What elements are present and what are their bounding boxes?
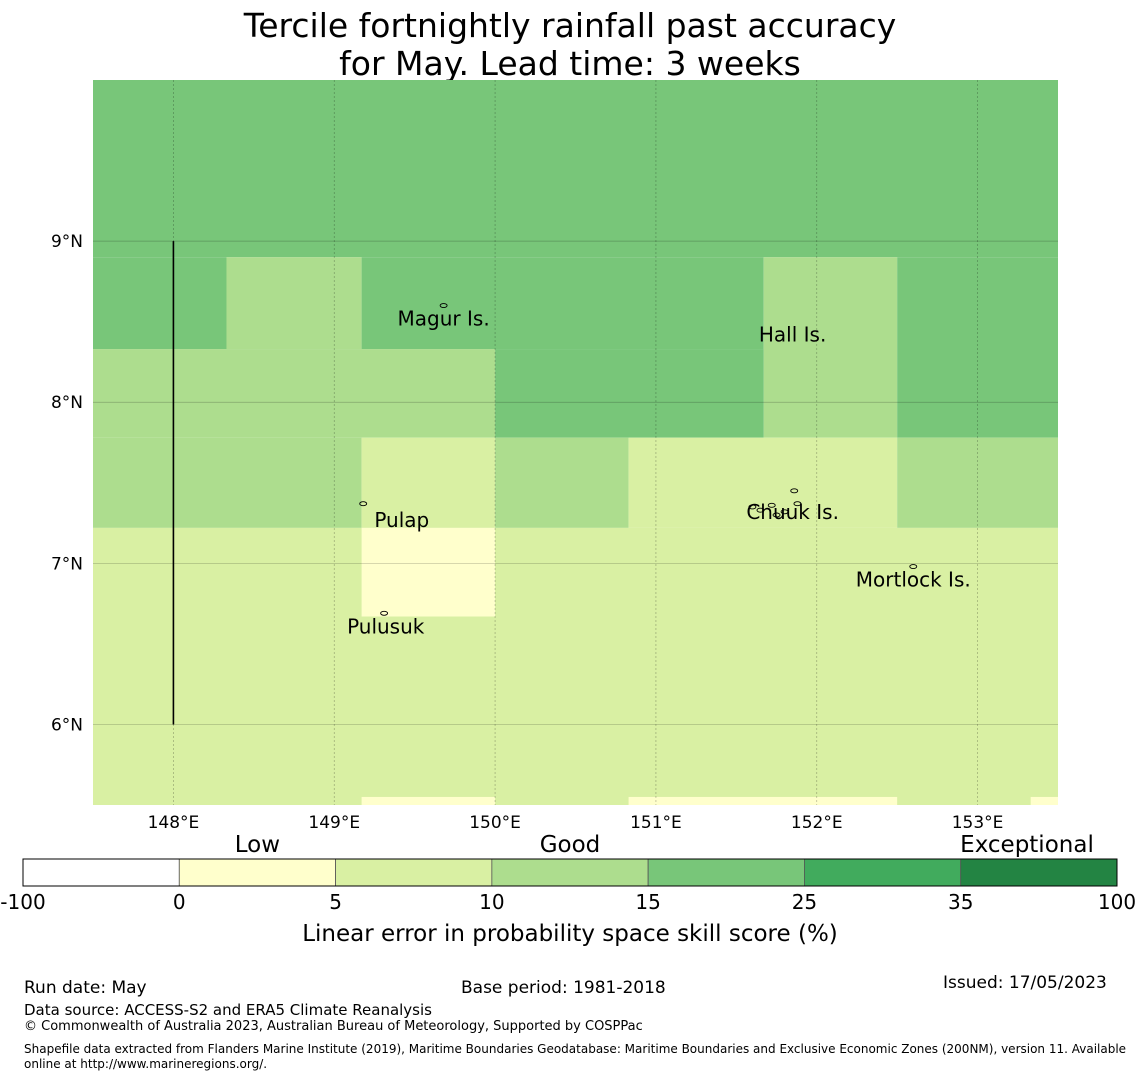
- data-source: Data source: ACCESS-S2 and ERA5 Climate …: [24, 1001, 432, 1019]
- skill-cell-17: [1030, 796, 1058, 805]
- lon-tick-label: 152°E: [791, 813, 843, 833]
- colorbar-tick-label: -100: [0, 890, 45, 914]
- island-outline: [790, 488, 799, 494]
- colorbar-swatch: [178, 858, 336, 887]
- skill-cell-16: [628, 796, 898, 805]
- lat-tick-label: 9°N: [51, 232, 83, 252]
- lon-tick-label: 148°E: [148, 813, 200, 833]
- colorbar-swatch: [22, 858, 180, 887]
- colorbar-tick-label: 25: [792, 890, 817, 914]
- graticule: [93, 80, 1058, 805]
- axis-tick-labels: 148°E 149°E 150°E 151°E 152°E 153°E 9°N 8°N 7°N 6…: [51, 232, 1003, 833]
- island-outline: [380, 610, 389, 616]
- map-title-line-2: for May. Lead time: 3 weeks: [339, 44, 801, 83]
- skill-cell-0: [93, 80, 1058, 258]
- colorbar-tick-label: 35: [948, 890, 973, 914]
- island-outline: [359, 501, 368, 507]
- colorbar-category-label: Exceptional: [960, 832, 1094, 858]
- skill-cell-4: [763, 257, 898, 438]
- skill-cell-12: [897, 437, 1058, 528]
- skill-cell-11: [628, 437, 898, 528]
- colorbar-swatch: [335, 858, 493, 887]
- island-outline: [772, 512, 781, 518]
- colorbar-tick-label: 15: [635, 890, 660, 914]
- skill-cell-6: [93, 349, 496, 438]
- colorbar-swatch: [647, 858, 805, 887]
- run-date: Run date: May: [24, 978, 147, 998]
- lat-tick-label: 7°N: [51, 554, 83, 574]
- colorbar-tick-label: 5: [329, 890, 342, 914]
- lat-tick-label: 6°N: [51, 715, 83, 735]
- place-label: Hall Is.: [759, 323, 826, 347]
- colorbar-swatch: [491, 858, 649, 887]
- skill-cell-7: [495, 349, 764, 438]
- skill-grid: [93, 80, 1058, 805]
- island-outline: [439, 303, 448, 309]
- skill-cell-15: [361, 796, 496, 805]
- issued-date: Issued: 17/05/2023: [943, 973, 1107, 993]
- copyright: © Commonwealth of Australia 2023, Austra…: [24, 1019, 643, 1034]
- shapefile-note: Shapefile data extracted from Flanders M…: [24, 1042, 1127, 1071]
- island-outline: [909, 564, 918, 570]
- skill-cell-1: [93, 257, 227, 350]
- colorbar-swatch: [804, 858, 962, 887]
- lon-tick-label: 151°E: [630, 813, 682, 833]
- skill-cell-14: [361, 527, 496, 617]
- place-label: Chuuk Is.: [746, 500, 839, 524]
- place-label: Mortlock Is.: [856, 568, 971, 592]
- map-title-line-1: Tercile fortnightly rainfall past accura…: [243, 6, 897, 45]
- colorbar-frame: [22, 858, 1118, 887]
- lat-tick-label: 8°N: [51, 393, 83, 413]
- skill-cell-8: [93, 437, 362, 528]
- colorbar-category-label: Low: [235, 832, 280, 858]
- skill-cell-5: [897, 257, 1058, 438]
- skill-map: Magur Is. Hall Is. Pulap Chuuk Is. Mortlock …: [0, 80, 1136, 947]
- place-label: Magur Is.: [398, 307, 490, 331]
- colorbar: -100 0 5 10 15 25 35 100 Low Good Exceptional Linea…: [0, 832, 1136, 947]
- place-label: Pulap: [374, 508, 429, 532]
- base-period: Base period: 1981-2018: [461, 978, 666, 998]
- colorbar-tick-label: 0: [173, 890, 186, 914]
- place-label: Pulusuk: [347, 614, 425, 638]
- skill-cell-13: [93, 527, 1058, 805]
- island-outline: [780, 509, 789, 515]
- lon-tick-label: 150°E: [469, 813, 521, 833]
- colorbar-tick-label: 100: [1098, 890, 1136, 914]
- place-labels: Magur Is. Hall Is. Pulap Chuuk Is. Mortlock …: [347, 307, 971, 639]
- skill-cell-10: [495, 437, 629, 528]
- colorbar-tick-label: 10: [479, 890, 504, 914]
- island-outline: [756, 507, 765, 513]
- lon-tick-label: 149°E: [308, 813, 360, 833]
- lon-tick-label: 153°E: [952, 813, 1004, 833]
- skill-cell-3: [361, 257, 764, 350]
- colorbar-category-label: Good: [540, 832, 601, 858]
- colorbar-swatch: [960, 858, 1118, 887]
- skill-cell-2: [226, 257, 362, 350]
- island-outlines: [359, 303, 918, 616]
- skill-cell-9: [361, 437, 496, 528]
- island-outline: [767, 502, 776, 508]
- island-outline: [793, 501, 802, 507]
- colorbar-title: Linear error in probability space skill …: [302, 921, 838, 947]
- island-outline: [748, 504, 757, 510]
